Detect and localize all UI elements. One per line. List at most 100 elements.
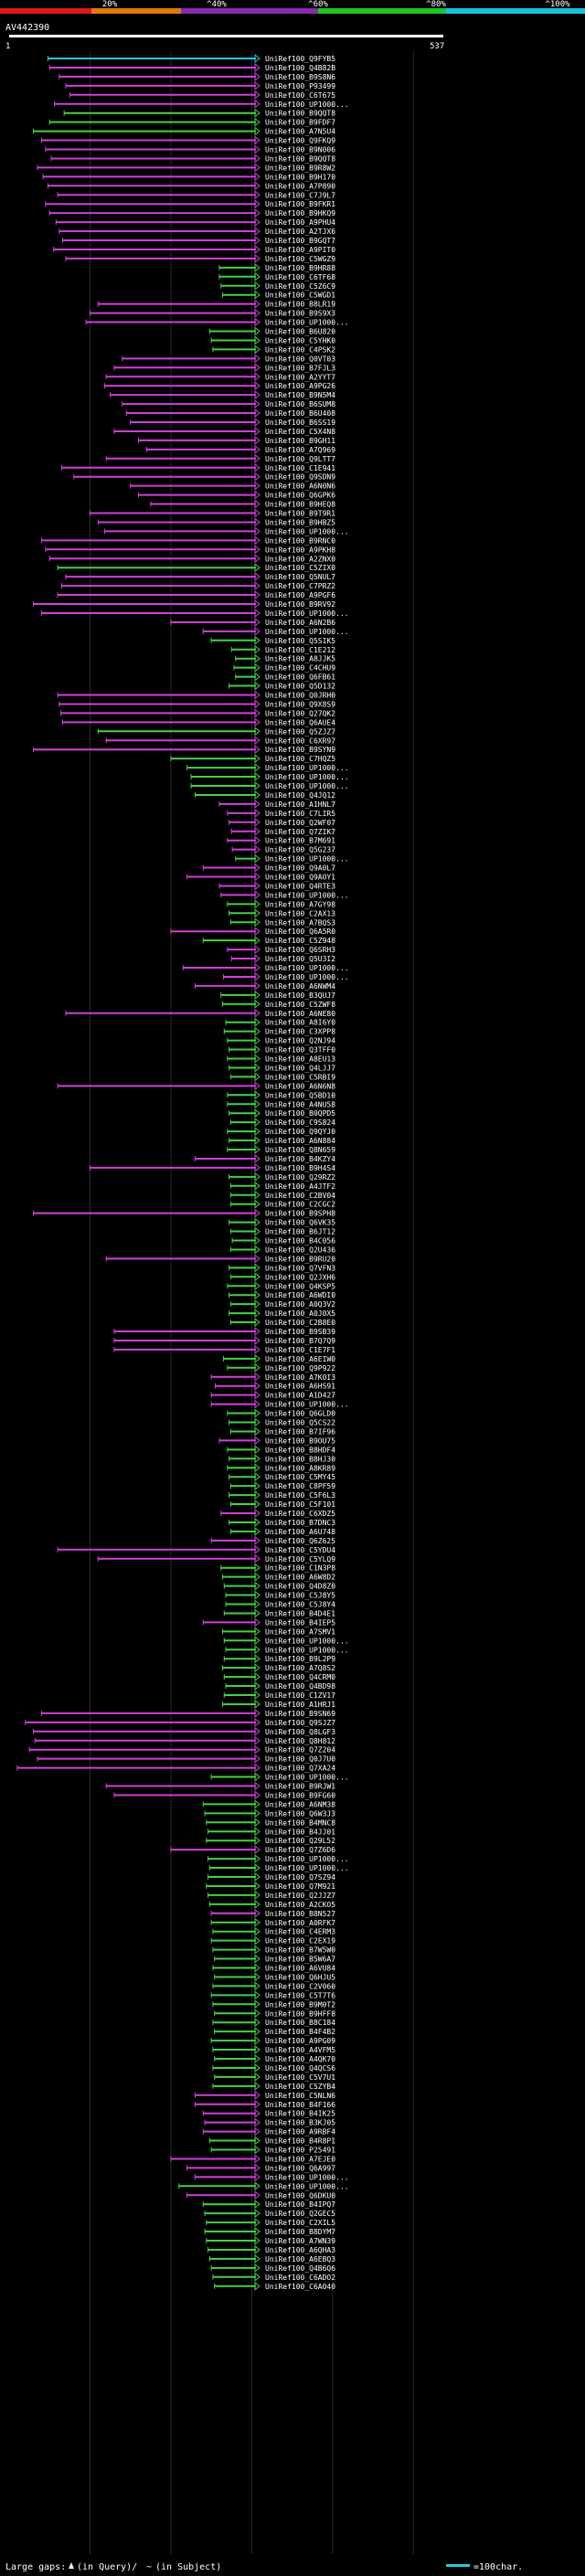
hit-row[interactable]: UniRef100_C5YDU4: [57, 1544, 335, 1554]
hit-row[interactable]: UniRef100_C2EX19: [210, 1935, 335, 1945]
hit-row[interactable]: UniRef100_UP1000...: [235, 853, 349, 864]
hit-name[interactable]: UniRef100_Q9A0L7: [265, 864, 335, 873]
hit-name[interactable]: UniRef100_B4R8P1: [265, 2137, 335, 2146]
hit-name[interactable]: UniRef100_Q4BD98: [265, 1682, 335, 1691]
hit-name[interactable]: UniRef100_A9PG09: [265, 2037, 335, 2045]
hit-name[interactable]: UniRef100_A6EIW0: [265, 1355, 335, 1363]
hit-row[interactable]: UniRef100_B0QPD5: [229, 1108, 336, 1118]
hit-row[interactable]: UniRef100_B4F4B2: [214, 2027, 336, 2037]
hit-row[interactable]: UniRef100_Q6SRH3: [227, 945, 335, 955]
hit-row[interactable]: UniRef100_A0J0X5: [229, 1309, 336, 1319]
hit-row[interactable]: UniRef100_A7SMV1: [222, 1627, 336, 1637]
hit-row[interactable]: UniRef100_B9OU75: [218, 1436, 335, 1446]
hit-name[interactable]: UniRef100_UP1000...: [265, 855, 349, 864]
hit-row[interactable]: UniRef100_C5YHK0: [210, 335, 335, 345]
hit-row[interactable]: UniRef100_A7BQS3: [229, 917, 335, 928]
hit-row[interactable]: UniRef100_A7GY98: [227, 899, 335, 909]
hit-name[interactable]: UniRef100_Q6FB61: [265, 673, 335, 682]
hit-row[interactable]: UniRef100_B4IK25: [202, 2108, 335, 2118]
hit-name[interactable]: UniRef100_A2YYT7: [265, 373, 335, 381]
hit-row[interactable]: UniRef100_Q2JJZ7: [207, 1890, 336, 1900]
hit-row[interactable]: UniRef100_C5ZWF8: [222, 999, 336, 1009]
hit-name[interactable]: UniRef100_Q7VFN3: [265, 1264, 335, 1272]
hit-name[interactable]: UniRef100_B6JT12: [265, 1228, 335, 1236]
hit-row[interactable]: UniRef100_Q5ZJZ7: [97, 726, 335, 737]
hit-name[interactable]: UniRef100_A4JTF2: [265, 1182, 335, 1191]
hit-name[interactable]: UniRef100_B3KJ05: [265, 2119, 335, 2127]
hit-name[interactable]: UniRef100_UP1000...: [265, 1774, 349, 1782]
hit-row[interactable]: UniRef100_Q2GEC5: [204, 2209, 335, 2219]
hit-name[interactable]: UniRef100_B9HFF8: [265, 2009, 335, 2018]
hit-name[interactable]: UniRef100_B9HR88: [265, 264, 335, 272]
hit-name[interactable]: UniRef100_A6QHA3: [265, 2246, 335, 2254]
hit-row[interactable]: UniRef100_Q4CRM0: [223, 1672, 335, 1682]
hit-row[interactable]: UniRef100_Q4B82B: [48, 62, 335, 72]
hit-name[interactable]: UniRef100_B7FJL3: [265, 364, 335, 372]
hit-name[interactable]: UniRef100_B9M0T2: [265, 2000, 335, 2009]
hit-name[interactable]: UniRef100_A0RFK7: [265, 1919, 335, 1927]
hit-name[interactable]: UniRef100_B9RU20: [265, 1255, 335, 1263]
hit-name[interactable]: UniRef100_A6NE80: [265, 1010, 335, 1018]
hit-name[interactable]: UniRef100_C5YDU4: [265, 1546, 335, 1554]
hit-row[interactable]: UniRef100_B9HR88: [218, 262, 335, 272]
hit-row[interactable]: UniRef100_A8EU13: [227, 1054, 335, 1064]
hit-row[interactable]: UniRef100_B9S9X3: [89, 308, 335, 318]
hit-name[interactable]: UniRef100_Q2GEC5: [265, 2210, 335, 2218]
hit-name[interactable]: UniRef100_A7Q969: [265, 446, 335, 454]
hit-row[interactable]: UniRef100_C6TF68: [218, 271, 335, 281]
hit-name[interactable]: UniRef100_B9GQT7: [265, 237, 335, 245]
hit-row[interactable]: UniRef100_A4JTF2: [229, 1181, 335, 1191]
hit-row[interactable]: UniRef100_B4MNC8: [206, 1818, 335, 1828]
hit-name[interactable]: UniRef100_UP1000...: [265, 964, 349, 972]
hit-row[interactable]: UniRef100_B4JJ01: [207, 1827, 336, 1837]
hit-row[interactable]: UniRef100_A2ZNX0: [48, 554, 335, 564]
hit-row[interactable]: UniRef100_A2TJX6: [58, 227, 335, 237]
hit-name[interactable]: UniRef100_A0J0X5: [265, 1309, 335, 1318]
hit-name[interactable]: UniRef100_Q2NJ94: [265, 1037, 335, 1045]
hit-name[interactable]: UniRef100_Q27QK2: [265, 709, 335, 717]
hit-name[interactable]: UniRef100_A6HS91: [265, 1383, 335, 1391]
hit-name[interactable]: UniRef100_B3QUJ7: [265, 991, 335, 1000]
hit-name[interactable]: UniRef100_B9RJW1: [265, 1783, 335, 1791]
hit-name[interactable]: UniRef100_B4MNC8: [265, 1818, 335, 1827]
hit-name[interactable]: UniRef100_A7EJE0: [265, 2155, 335, 2163]
hit-row[interactable]: UniRef100_Q29L52: [206, 1836, 335, 1846]
hit-name[interactable]: UniRef100_A8EU13: [265, 1055, 335, 1064]
hit-row[interactable]: UniRef100_Q7VFN3: [229, 1263, 336, 1273]
hit-row[interactable]: UniRef100_B4KZY4: [194, 1153, 335, 1163]
hit-name[interactable]: UniRef100_Q2JJZ7: [265, 1892, 335, 1900]
hit-row[interactable]: UniRef100_UP1000...: [54, 99, 349, 109]
hit-name[interactable]: UniRef100_A7N5U4: [265, 128, 335, 136]
hit-row[interactable]: UniRef100_C6ADO2: [212, 2272, 335, 2282]
hit-name[interactable]: UniRef100_Q29L52: [265, 1837, 335, 1845]
hit-row[interactable]: UniRef100_Q3TFF0: [229, 1044, 336, 1055]
hit-row[interactable]: UniRef100_B7Q7Q9: [113, 1335, 335, 1345]
hit-row[interactable]: UniRef100_B4IPQ7: [202, 2200, 335, 2210]
hit-row[interactable]: UniRef100_B8DYM7: [204, 2227, 335, 2237]
hit-name[interactable]: UniRef100_C2BV04: [265, 1192, 335, 1200]
hit-name[interactable]: UniRef100_Q8H812: [265, 1737, 335, 1745]
hit-row[interactable]: UniRef100_Q6Z625: [210, 1535, 335, 1545]
hit-row[interactable]: UniRef100_B9GQT7: [61, 235, 335, 246]
hit-name[interactable]: UniRef100_B9N5M4: [265, 391, 335, 399]
hit-name[interactable]: UniRef100_A7K0I3: [265, 1373, 335, 1382]
hit-name[interactable]: UniRef100_C5F6L3: [265, 1491, 335, 1500]
hit-row[interactable]: UniRef100_Q7ZIK7: [230, 826, 335, 836]
hit-row[interactable]: UniRef100_A8I6Y0: [225, 1017, 335, 1027]
hit-row[interactable]: UniRef100_C2BV04: [229, 1190, 335, 1200]
hit-row[interactable]: UniRef100_Q7Z204: [28, 1744, 335, 1754]
hit-row[interactable]: UniRef100_Q5D132: [229, 681, 336, 691]
hit-name[interactable]: UniRef100_B5W6A7: [265, 1956, 335, 1964]
hit-name[interactable]: UniRef100_B6U408: [265, 409, 335, 418]
hit-row[interactable]: UniRef100_C7PRZ2: [60, 581, 335, 591]
hit-name[interactable]: UniRef100_B9SN69: [265, 1710, 335, 1718]
hit-row[interactable]: UniRef100_Q4QCS6: [212, 2062, 335, 2072]
hit-name[interactable]: UniRef100_B9HKQ9: [265, 209, 335, 217]
hit-row[interactable]: UniRef100_B4D4E1: [223, 1608, 335, 1618]
hit-row[interactable]: UniRef100_UP1000...: [85, 317, 349, 327]
hit-row[interactable]: UniRef100_Q9X8S9: [58, 699, 335, 709]
hit-row[interactable]: UniRef100_Q2U436: [229, 1245, 335, 1255]
hit-row[interactable]: UniRef100_Q4KSP5: [227, 1281, 335, 1291]
hit-row[interactable]: UniRef100_Q6GPK6: [138, 490, 336, 500]
hit-row[interactable]: UniRef100_C7J9L7: [57, 190, 335, 200]
